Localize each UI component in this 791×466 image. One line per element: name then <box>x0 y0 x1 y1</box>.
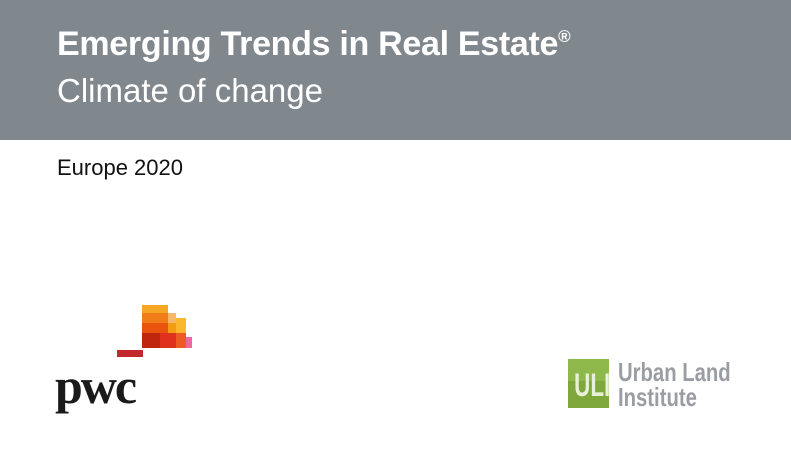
title-text: Emerging Trends in Real Estate <box>57 25 559 63</box>
report-subtitle: Climate of change <box>57 72 323 109</box>
uli-name-line2: Institute <box>618 382 697 412</box>
uli-name-line1: Urban Land <box>618 357 731 387</box>
report-title: Emerging Trends in Real Estate® <box>57 25 571 64</box>
pwc-logo-text: pwc <box>55 358 137 414</box>
uli-logo-mark: ULI <box>568 359 611 408</box>
edition-label: Europe 2020 <box>57 155 183 180</box>
uli-mark-text: ULI <box>574 367 611 403</box>
registered-mark: ® <box>558 27 571 46</box>
header-band <box>0 0 791 140</box>
